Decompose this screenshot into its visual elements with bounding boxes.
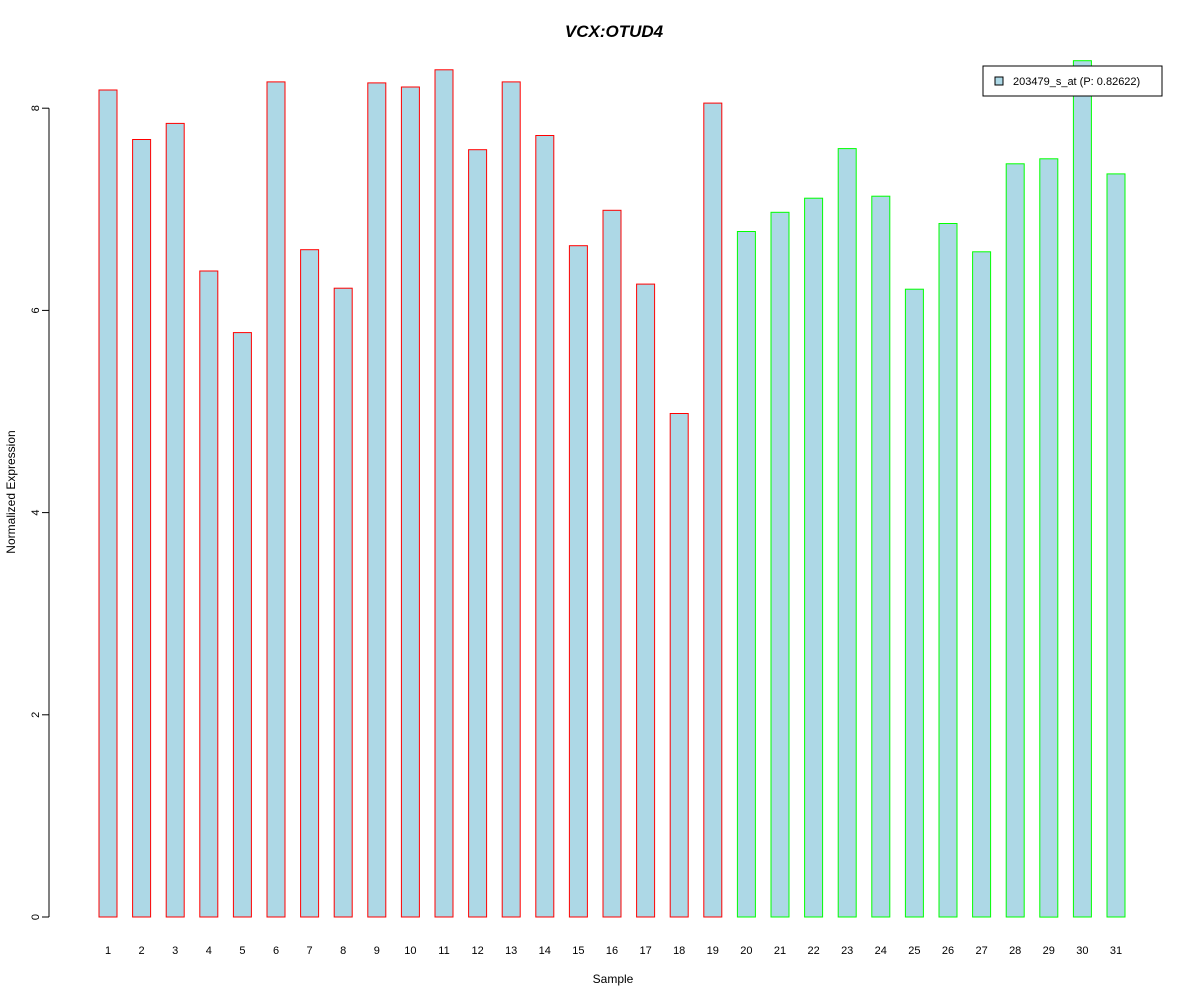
x-axis-tick-label: 23 bbox=[841, 945, 853, 957]
x-axis-tick-label: 4 bbox=[206, 945, 212, 957]
y-axis-tick-label: 4 bbox=[30, 510, 42, 516]
legend-entry-label: 203479_s_at (P: 0.82622) bbox=[1013, 76, 1140, 88]
bar-sample-29 bbox=[1039, 158, 1059, 918]
x-axis-tick-label: 26 bbox=[942, 945, 954, 957]
bar-sample-18 bbox=[669, 413, 689, 918]
bar-sample-20 bbox=[736, 231, 756, 918]
bar-sample-7 bbox=[300, 249, 320, 918]
bar-sample-23 bbox=[837, 148, 857, 918]
x-axis-tick-label: 12 bbox=[471, 945, 483, 957]
x-axis-tick-label: 7 bbox=[307, 945, 313, 957]
x-axis-tick-label: 9 bbox=[374, 945, 380, 957]
bar-sample-31 bbox=[1106, 173, 1126, 918]
bar-sample-2 bbox=[132, 139, 152, 918]
x-axis-tick-label: 22 bbox=[807, 945, 819, 957]
x-axis-tick-label: 14 bbox=[539, 945, 551, 957]
bar-sample-24 bbox=[871, 195, 891, 918]
bar-sample-22 bbox=[804, 197, 824, 918]
x-axis-tick-label: 20 bbox=[740, 945, 752, 957]
bar-sample-4 bbox=[199, 270, 219, 918]
x-axis-label: Sample bbox=[593, 972, 634, 986]
y-axis-tick-label: 8 bbox=[30, 105, 42, 111]
bars-group bbox=[98, 60, 1126, 918]
y-axis: 0 2 4 6 8 bbox=[30, 105, 50, 920]
x-axis-tick-label: 27 bbox=[975, 945, 987, 957]
bar-sample-1 bbox=[98, 89, 118, 918]
y-axis-tick-label: 2 bbox=[30, 712, 42, 718]
bar-sample-10 bbox=[400, 86, 420, 918]
x-axis-tick-label: 6 bbox=[273, 945, 279, 957]
x-axis-tick-label: 18 bbox=[673, 945, 685, 957]
bar-sample-19 bbox=[703, 102, 723, 918]
bar-sample-28 bbox=[1005, 163, 1025, 918]
bar-sample-17 bbox=[636, 283, 656, 918]
x-axis-tick-label: 1 bbox=[105, 945, 111, 957]
y-axis-tick-label: 0 bbox=[30, 914, 42, 920]
bar-sample-25 bbox=[904, 288, 924, 918]
bar-sample-26 bbox=[938, 223, 958, 918]
y-axis-label: Normalized Expression bbox=[4, 430, 18, 553]
x-axis-tick-label: 21 bbox=[774, 945, 786, 957]
x-axis-tick-label: 17 bbox=[639, 945, 651, 957]
bar-sample-21 bbox=[770, 211, 790, 918]
x-axis-tick-label: 15 bbox=[572, 945, 584, 957]
x-axis-tick-label: 5 bbox=[239, 945, 245, 957]
bar-sample-8 bbox=[333, 287, 353, 918]
bar-sample-12 bbox=[468, 149, 488, 918]
chart-title: VCX:OTUD4 bbox=[565, 22, 664, 41]
legend-swatch bbox=[994, 76, 1004, 86]
bar-sample-27 bbox=[972, 251, 992, 918]
bar-sample-13 bbox=[501, 81, 521, 918]
x-axis-tick-label: 29 bbox=[1043, 945, 1055, 957]
x-axis-tick-label: 16 bbox=[606, 945, 618, 957]
legend: 203479_s_at (P: 0.82622) bbox=[982, 65, 1163, 97]
x-axis-tick-label: 28 bbox=[1009, 945, 1021, 957]
bar-sample-3 bbox=[165, 122, 185, 918]
bar-sample-16 bbox=[602, 209, 622, 918]
x-axis-tick-label: 11 bbox=[438, 945, 449, 957]
x-axis-tick-label: 30 bbox=[1076, 945, 1088, 957]
bar-sample-30 bbox=[1072, 60, 1092, 918]
x-axis-tick-label: 10 bbox=[404, 945, 416, 957]
bar-sample-6 bbox=[266, 81, 286, 918]
y-axis-tick-label: 6 bbox=[30, 307, 42, 313]
x-axis-tick-label: 13 bbox=[505, 945, 517, 957]
x-axis-tick-label: 24 bbox=[875, 945, 887, 957]
x-axis-tick-label: 19 bbox=[707, 945, 719, 957]
bar-sample-14 bbox=[535, 135, 555, 918]
bar-sample-11 bbox=[434, 69, 454, 918]
x-axis-tick-label: 2 bbox=[139, 945, 145, 957]
x-axis-tick-label: 8 bbox=[340, 945, 346, 957]
bar-sample-15 bbox=[568, 245, 588, 918]
x-axis-tick-label: 25 bbox=[908, 945, 920, 957]
x-axis-tick-label: 31 bbox=[1110, 945, 1122, 957]
bar-sample-5 bbox=[232, 332, 252, 918]
x-axis-tick-label: 3 bbox=[172, 945, 178, 957]
x-axis-tick-labels: 1 2 3 4 5 6 7 8 9 10 11 12 13 14 15 16 17 18 19 20 21 22 23 24 2… bbox=[105, 945, 1122, 957]
bar-sample-9 bbox=[367, 82, 387, 918]
legend-box bbox=[982, 65, 1163, 97]
